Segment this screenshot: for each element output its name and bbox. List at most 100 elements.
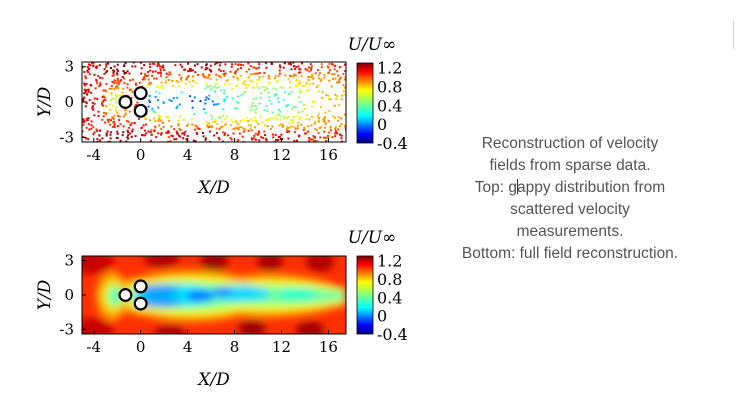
velocity-sample-point — [258, 87, 261, 89]
velocity-sample-point — [119, 80, 122, 83]
velocity-sample-point — [268, 96, 271, 99]
velocity-sample-point — [93, 102, 96, 105]
velocity-sample-point — [296, 124, 299, 127]
velocity-sample-point — [92, 108, 95, 111]
velocity-sample-point — [342, 84, 345, 87]
velocity-sample-point — [117, 81, 120, 84]
velocity-sample-point — [163, 69, 165, 71]
velocity-sample-point — [253, 126, 256, 129]
velocity-sample-point — [334, 129, 337, 132]
velocity-sample-point — [327, 131, 330, 134]
velocity-sample-point — [259, 96, 262, 99]
velocity-sample-point — [249, 127, 252, 130]
colorbar-tick-label: 0.8 — [377, 270, 402, 289]
velocity-sample-point — [271, 125, 274, 128]
velocity-sample-point — [175, 107, 178, 110]
velocity-sample-point — [103, 68, 106, 71]
velocity-sample-point — [329, 98, 332, 101]
velocity-sample-point — [316, 140, 319, 142]
velocity-sample-point — [191, 123, 194, 126]
velocity-sample-point — [257, 130, 260, 133]
velocity-sample-point — [86, 117, 89, 120]
velocity-sample-point — [293, 139, 296, 142]
velocity-sample-point — [116, 70, 119, 72]
velocity-sample-point — [308, 83, 311, 85]
velocity-sample-point — [158, 124, 161, 127]
velocity-sample-point — [177, 85, 180, 88]
velocity-sample-point — [162, 87, 165, 90]
velocity-sample-point — [87, 138, 90, 141]
velocity-sample-point — [178, 115, 181, 118]
velocity-sample-point — [126, 136, 129, 139]
velocity-sample-point — [116, 63, 119, 66]
velocity-sample-point — [319, 136, 322, 139]
velocity-sample-point — [84, 137, 87, 140]
velocity-sample-point — [85, 102, 88, 105]
velocity-sample-point — [177, 123, 180, 125]
velocity-sample-point — [206, 125, 209, 127]
velocity-sample-point — [243, 91, 246, 93]
velocity-sample-point — [173, 128, 176, 131]
velocity-sample-point — [176, 96, 179, 99]
velocity-sample-point — [151, 62, 154, 65]
velocity-sample-point — [105, 65, 108, 68]
velocity-sample-point — [287, 78, 290, 81]
velocity-sample-point — [225, 115, 228, 118]
velocity-sample-point — [128, 110, 131, 113]
velocity-sample-point — [148, 99, 151, 102]
velocity-sample-point — [303, 132, 306, 135]
velocity-sample-point — [237, 123, 240, 126]
velocity-sample-point — [300, 74, 303, 77]
velocity-sample-point — [303, 128, 306, 131]
velocity-sample-point — [111, 80, 114, 83]
velocity-sample-point — [92, 64, 95, 67]
velocity-sample-point — [150, 133, 153, 136]
colorbar-tick-label: -0.4 — [377, 325, 408, 344]
velocity-sample-point — [290, 63, 292, 66]
velocity-sample-point — [116, 68, 119, 71]
velocity-sample-point — [159, 69, 162, 72]
velocity-sample-point — [203, 75, 206, 78]
velocity-sample-point — [218, 68, 221, 71]
velocity-sample-point — [338, 80, 341, 83]
velocity-sample-point — [218, 115, 221, 118]
velocity-sample-point — [231, 87, 234, 90]
y-tick-label: -3 — [59, 320, 74, 338]
velocity-sample-point — [292, 115, 295, 118]
velocity-sample-point — [155, 77, 158, 80]
velocity-sample-point — [147, 71, 150, 73]
velocity-sample-point — [295, 79, 298, 82]
velocity-sample-point — [164, 80, 167, 83]
velocity-sample-point — [219, 62, 222, 64]
velocity-sample-point — [279, 66, 282, 69]
velocity-sample-point — [328, 62, 331, 65]
colorbar-tick-label: 0.4 — [377, 96, 402, 115]
velocity-sample-point — [297, 111, 300, 114]
velocity-sample-point — [87, 90, 90, 93]
velocity-sample-point — [278, 113, 281, 116]
velocity-sample-point — [141, 78, 144, 81]
velocity-sample-point — [324, 126, 326, 129]
velocity-sample-point — [334, 93, 337, 96]
velocity-sample-point — [279, 138, 282, 140]
velocity-sample-point — [123, 82, 126, 84]
velocity-sample-point — [88, 68, 91, 71]
velocity-sample-point — [188, 80, 191, 83]
velocity-sample-point — [222, 108, 225, 111]
velocity-sample-point — [109, 137, 112, 140]
velocity-sample-point — [210, 70, 212, 73]
velocity-sample-point — [235, 101, 238, 103]
velocity-sample-point — [294, 74, 297, 77]
velocity-sample-point — [153, 62, 156, 65]
velocity-sample-point — [204, 137, 207, 140]
velocity-sample-point — [183, 132, 185, 135]
velocity-sample-point — [328, 98, 331, 101]
velocity-sample-point — [122, 87, 125, 90]
velocity-sample-point — [187, 123, 190, 126]
velocity-sample-point — [185, 138, 188, 141]
velocity-sample-point — [95, 66, 98, 69]
velocity-sample-point — [167, 73, 170, 76]
velocity-sample-point — [99, 84, 102, 86]
velocity-sample-point — [187, 62, 190, 65]
velocity-sample-point — [254, 132, 257, 135]
